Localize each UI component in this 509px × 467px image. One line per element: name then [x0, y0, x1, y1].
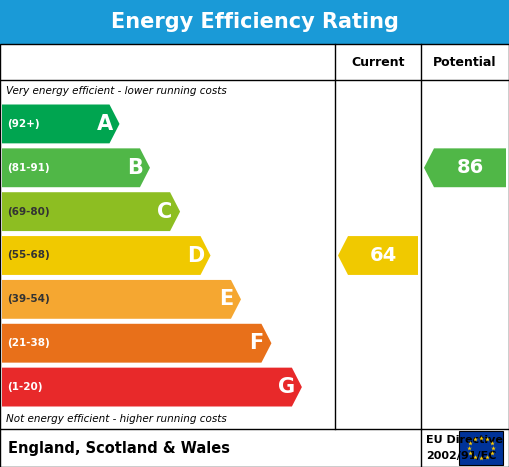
Polygon shape	[2, 280, 241, 319]
Text: Potential: Potential	[433, 56, 497, 69]
Bar	[0, 0, 509, 44]
Polygon shape	[338, 236, 418, 275]
Polygon shape	[2, 368, 302, 406]
Text: EU Directive: EU Directive	[426, 435, 503, 445]
Text: Energy Efficiency Rating: Energy Efficiency Rating	[110, 12, 399, 32]
Text: (1-20): (1-20)	[7, 382, 42, 392]
Text: 64: 64	[370, 246, 397, 265]
Text: Current: Current	[351, 56, 405, 69]
Text: (55-68): (55-68)	[7, 250, 50, 261]
Text: (81-91): (81-91)	[7, 163, 49, 173]
Polygon shape	[2, 324, 271, 363]
Text: (21-38): (21-38)	[7, 338, 50, 348]
Text: B: B	[127, 158, 143, 178]
Text: F: F	[249, 333, 264, 353]
Polygon shape	[2, 192, 180, 231]
Text: England, Scotland & Wales: England, Scotland & Wales	[8, 440, 230, 455]
Text: 2002/91/EC: 2002/91/EC	[426, 452, 496, 461]
Text: A: A	[96, 114, 112, 134]
Text: (39-54): (39-54)	[7, 294, 50, 304]
Text: Not energy efficient - higher running costs: Not energy efficient - higher running co…	[6, 414, 227, 424]
Text: (69-80): (69-80)	[7, 206, 49, 217]
Text: Very energy efficient - lower running costs: Very energy efficient - lower running co…	[6, 86, 227, 96]
Text: C: C	[157, 202, 173, 222]
Polygon shape	[424, 149, 506, 187]
Text: 86: 86	[457, 158, 484, 177]
Bar	[459, 431, 503, 465]
Text: E: E	[219, 290, 233, 309]
Text: G: G	[278, 377, 295, 397]
Text: D: D	[187, 246, 204, 266]
Polygon shape	[2, 236, 211, 275]
Polygon shape	[2, 149, 150, 187]
Polygon shape	[2, 105, 120, 143]
Text: (92+): (92+)	[7, 119, 40, 129]
